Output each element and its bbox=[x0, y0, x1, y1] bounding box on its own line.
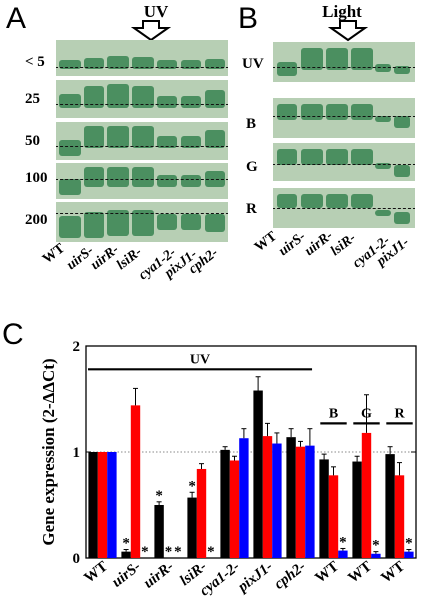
bar bbox=[239, 438, 249, 558]
significance-asterisk: * bbox=[372, 538, 380, 554]
plate-strip bbox=[56, 40, 228, 76]
condition-label: B bbox=[246, 116, 257, 132]
panel-c-letter: C bbox=[2, 318, 24, 351]
significance-asterisk: * bbox=[174, 544, 182, 560]
y-axis-label: Gene expression (2-ΔΔCt) bbox=[39, 358, 58, 545]
conc-label: 200 bbox=[25, 212, 48, 228]
bar bbox=[130, 405, 141, 558]
condition-label: G bbox=[246, 159, 258, 175]
x-tick-label: WT bbox=[81, 559, 111, 587]
plate-strip bbox=[273, 143, 415, 181]
plate-strip bbox=[273, 42, 415, 82]
significance-asterisk: * bbox=[339, 534, 347, 550]
x-tick-label: pixJ1- bbox=[234, 559, 276, 597]
bar bbox=[88, 452, 98, 558]
arrow-down-icon bbox=[131, 20, 171, 42]
bar bbox=[361, 432, 372, 558]
x-tick-label: WT bbox=[312, 559, 342, 587]
significance-asterisk: * bbox=[165, 544, 173, 560]
x-tick-label: cph2- bbox=[272, 559, 309, 593]
plate-strip bbox=[56, 202, 228, 242]
significance-asterisk: * bbox=[122, 536, 130, 552]
conc-label: < 5 bbox=[25, 54, 45, 70]
group-label: B bbox=[329, 406, 338, 421]
bar bbox=[328, 475, 339, 558]
conc-label: 50 bbox=[25, 133, 40, 149]
plate-strip bbox=[56, 163, 228, 199]
arrow-down-icon bbox=[328, 20, 368, 42]
bar bbox=[272, 443, 282, 558]
group-label: G bbox=[361, 406, 372, 421]
bar bbox=[196, 468, 207, 558]
bar bbox=[262, 436, 273, 558]
bar bbox=[295, 446, 306, 558]
panel-b-letter: B bbox=[238, 2, 259, 35]
conc-label: 25 bbox=[25, 91, 40, 107]
bar bbox=[352, 461, 362, 558]
bar bbox=[385, 454, 395, 558]
bar bbox=[371, 553, 381, 558]
plate-strip bbox=[56, 122, 228, 160]
panel-a-header: UV bbox=[143, 2, 169, 21]
panel-a-letter: A bbox=[6, 2, 27, 35]
strain-label: WT bbox=[252, 229, 280, 256]
significance-asterisk: * bbox=[207, 544, 215, 560]
significance-asterisk: * bbox=[155, 488, 163, 504]
bar bbox=[253, 390, 263, 558]
bar bbox=[187, 497, 197, 558]
panel-b-header: Light bbox=[322, 2, 362, 21]
plate-strip bbox=[56, 80, 228, 118]
plate-strip bbox=[273, 98, 415, 138]
bar bbox=[305, 445, 315, 558]
y-tick-label: 0 bbox=[73, 551, 81, 567]
bar bbox=[220, 449, 230, 558]
bar bbox=[121, 551, 131, 558]
x-tick-label: WT bbox=[345, 559, 375, 587]
x-tick-label: uirR- bbox=[141, 559, 177, 592]
conc-label: 100 bbox=[25, 170, 48, 186]
condition-label: UV bbox=[242, 56, 264, 72]
bar bbox=[394, 475, 405, 558]
significance-asterisk: * bbox=[405, 536, 413, 552]
y-tick-label: 2 bbox=[73, 339, 81, 355]
bar bbox=[404, 551, 414, 558]
x-tick-label: uirS- bbox=[109, 559, 144, 591]
condition-label: R bbox=[246, 201, 257, 217]
group-label: R bbox=[394, 406, 405, 421]
y-tick-label: 1 bbox=[73, 445, 81, 461]
plate-strip bbox=[273, 188, 415, 228]
bar bbox=[286, 437, 296, 558]
strain-label: WT bbox=[40, 241, 68, 268]
bar bbox=[229, 460, 240, 558]
group-label: UV bbox=[190, 352, 210, 367]
x-tick-label: WT bbox=[378, 559, 408, 587]
significance-asterisk: * bbox=[141, 544, 149, 560]
bar bbox=[154, 505, 164, 558]
bar bbox=[338, 550, 348, 558]
bar bbox=[319, 459, 329, 558]
significance-asterisk: * bbox=[188, 478, 196, 494]
bar bbox=[107, 452, 117, 558]
bar bbox=[97, 452, 108, 558]
